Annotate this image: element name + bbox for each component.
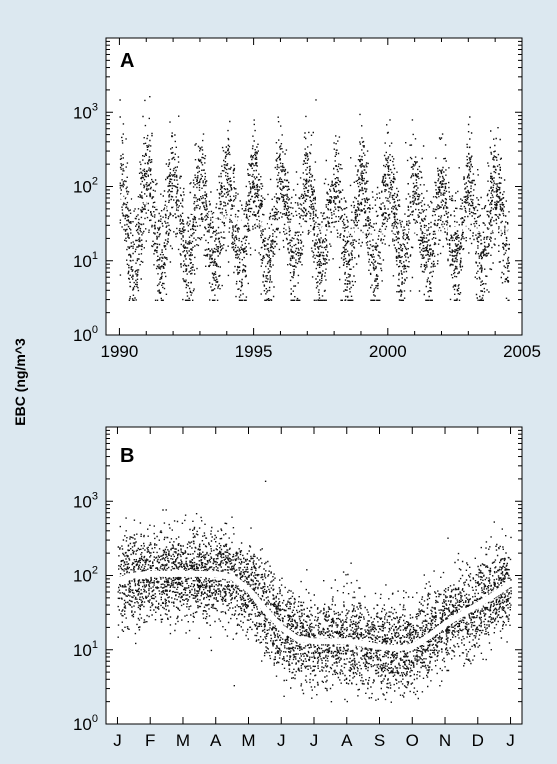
panel-b-xtick-label: J (506, 731, 515, 750)
panel-a-ytick-label: 102 (73, 176, 98, 197)
panel-b-trend (114, 570, 514, 652)
panel-a-trend-line (108, 191, 509, 234)
panel-a-ytick-label: 101 (73, 250, 98, 271)
panel-b-label: B (120, 445, 134, 467)
panel-a-ytick-label: 100 (73, 324, 98, 345)
panel-a-xtick-label: 2000 (369, 342, 407, 361)
panel-b-data-points (117, 480, 512, 703)
panel-b-y-ticks: 100 101 102 103 (73, 429, 522, 734)
panel-a-ytick-label: 103 (73, 101, 98, 122)
panel-b-xtick-label: M (176, 731, 190, 750)
panel-b-xtick-label: S (374, 731, 385, 750)
panel-a-chart: 1990 1995 2000 2005 100 101 102 103 A (73, 37, 541, 361)
panel-a-trend (108, 191, 509, 234)
panel-b-ytick-label: 101 (73, 639, 98, 660)
panel-a-x-ticks: 1990 1995 2000 2005 (101, 38, 541, 361)
panel-a-label: A (120, 50, 134, 72)
panel-b-xtick-label: A (341, 731, 353, 750)
panel-b-ytick-label: 102 (73, 565, 98, 586)
panel-b-xtick-label: F (145, 731, 155, 750)
panel-a-y-ticks: 100 101 102 103 (73, 40, 522, 345)
panel-b-scatter-points (117, 480, 512, 703)
panel-b-ytick-label: 100 (73, 713, 98, 734)
panel-b-xtick-label: J (113, 731, 122, 750)
panel-b-xtick-label: O (406, 731, 419, 750)
panel-b-xtick-label: J (277, 731, 286, 750)
panel-a-xtick-label: 1995 (235, 342, 273, 361)
panel-a-scatter-points (119, 96, 511, 301)
panel-b-xtick-label: D (472, 731, 484, 750)
panel-b-smooth-curve (114, 570, 514, 652)
panel-a-data-points (119, 96, 511, 301)
panel-a-xtick-label: 2005 (503, 342, 541, 361)
panel-b-xtick-label: M (241, 731, 255, 750)
panel-a-xtick-label: 1990 (101, 342, 139, 361)
panel-b-xtick-label: J (310, 731, 319, 750)
panel-b-ytick-label: 103 (73, 490, 98, 511)
panel-b-xtick-label: A (210, 731, 222, 750)
panel-b-xtick-label: N (439, 731, 451, 750)
